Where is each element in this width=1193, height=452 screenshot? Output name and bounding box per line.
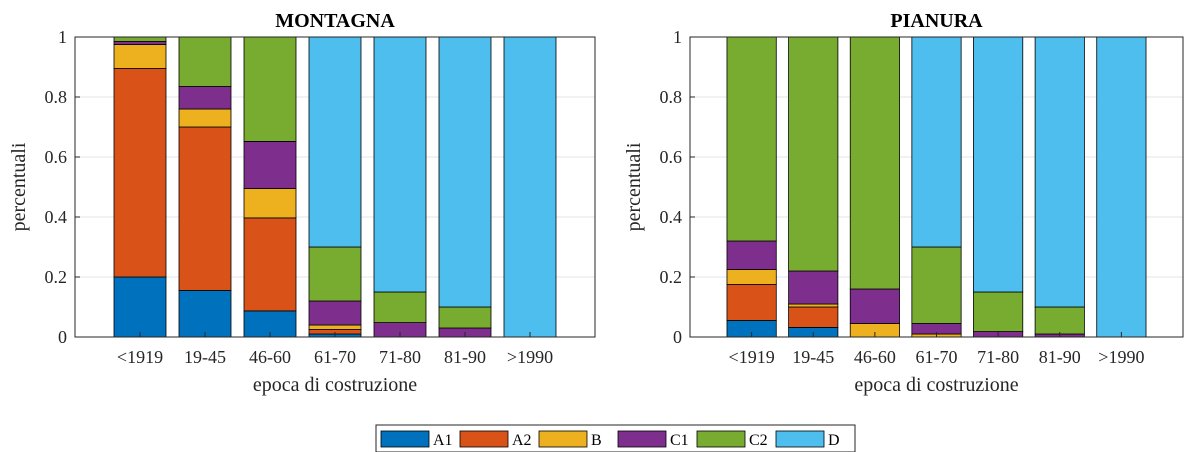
legend-swatch-c2 xyxy=(696,430,746,448)
bar-segment-a2 xyxy=(243,217,297,312)
x-axis-label: epoca di costruzione xyxy=(253,374,417,396)
y-tick-label: 0.6 xyxy=(660,147,683,167)
x-tick-label: 19-45 xyxy=(792,347,834,367)
x-tick-label: 46-60 xyxy=(854,347,896,367)
x-axis-label: epoca di costruzione xyxy=(854,374,1018,396)
x-tick-label: 71-80 xyxy=(379,347,421,367)
legend-label-a1: A1 xyxy=(433,432,453,449)
x-tick-label: 71-80 xyxy=(977,347,1019,367)
bar-segment-c2 xyxy=(243,36,297,142)
x-tick-label: <1919 xyxy=(117,347,163,367)
x-tick-label: 61-70 xyxy=(916,347,958,367)
legend-label-d: D xyxy=(828,432,840,449)
y-tick-label: 0.8 xyxy=(660,87,683,107)
bar-segment-d xyxy=(911,36,962,248)
y-tick-label: 0.4 xyxy=(45,207,68,227)
bar-segment-c1 xyxy=(726,240,777,270)
bar-segment-c2 xyxy=(788,36,839,272)
legend-swatch-b xyxy=(538,430,588,448)
legend-swatch-c1 xyxy=(617,430,667,448)
legend-label-c1: C1 xyxy=(670,432,689,449)
bar-segment-c1 xyxy=(788,270,839,305)
bar-segment-b xyxy=(243,188,297,219)
bar-segment-b xyxy=(178,108,232,128)
bar-segment-c1 xyxy=(308,300,362,326)
bar-segment-a2 xyxy=(726,284,777,321)
y-tick-label: 0.2 xyxy=(660,267,683,287)
y-tick-label: 1 xyxy=(673,27,682,47)
legend: A1 A2 B C1 C2 D xyxy=(375,424,856,452)
bar-segment-c1 xyxy=(243,140,297,189)
legend-label-c2: C2 xyxy=(749,432,768,449)
x-tick-label: 61-70 xyxy=(314,347,356,367)
bar-segment-c2 xyxy=(438,306,492,329)
legend-label-b: B xyxy=(591,432,602,449)
legend-swatch-a1 xyxy=(380,430,430,448)
x-tick-label: 81-90 xyxy=(1039,347,1081,367)
bar-segment-b xyxy=(788,303,839,308)
axes-box xyxy=(689,36,1184,338)
bar-segment-d xyxy=(1034,36,1085,308)
bar-segment-c2 xyxy=(178,36,232,87)
legend-box xyxy=(375,424,856,452)
bar-segment-a2 xyxy=(113,68,167,278)
y-tick-label: 0.8 xyxy=(45,87,68,107)
bar-segment-d xyxy=(373,36,427,293)
x-tick-label: 19-45 xyxy=(184,347,226,367)
bar-segment-c2 xyxy=(849,36,900,290)
x-tick-label: >1990 xyxy=(507,347,553,367)
bar-segment-a2 xyxy=(788,306,839,328)
chart-title: MONTAGNA xyxy=(275,10,395,32)
x-tick-label: >1990 xyxy=(1098,347,1144,367)
bar-segment-d xyxy=(308,36,362,248)
bar-segment-d xyxy=(973,36,1024,293)
y-tick-label: 1 xyxy=(58,27,67,47)
bar-segment-b xyxy=(308,324,362,330)
bar-segment-b xyxy=(726,269,777,285)
bar-segment-c2 xyxy=(911,246,962,324)
legend-swatch-d xyxy=(775,430,825,448)
axes-box xyxy=(74,36,596,338)
y-tick-label: 0 xyxy=(58,327,67,347)
bar-segment-a2 xyxy=(178,126,232,291)
bar-segment-a1 xyxy=(178,290,232,338)
x-tick-label: <1919 xyxy=(729,347,775,367)
y-tick-label: 0 xyxy=(673,327,682,347)
bar-segment-d xyxy=(438,36,492,308)
bar-segment-c2 xyxy=(726,36,777,242)
y-axis-label: percentuali xyxy=(623,142,645,231)
bar-segment-c2 xyxy=(973,291,1024,332)
bar-segment-d xyxy=(503,36,557,338)
chart-pianura: 0 0.2 0.4 0.6 0.8 1 <1919 19-45 46-60 61-70 71-80 8… xyxy=(623,10,1184,396)
x-tick-label: 46-60 xyxy=(249,347,291,367)
bar-segment-a1 xyxy=(113,276,167,338)
bar-segment-c1 xyxy=(849,288,900,324)
bar-segment-b xyxy=(113,44,167,69)
legend-swatch-a2 xyxy=(459,430,509,448)
y-axis-label: percentuali xyxy=(8,142,30,231)
bar-segment-c2 xyxy=(113,36,167,42)
y-tick-label: 0.6 xyxy=(45,147,68,167)
bar-segment-d xyxy=(1096,36,1147,338)
bar-segment-c1 xyxy=(113,41,167,45)
bar-segment-c2 xyxy=(1034,306,1085,335)
bar-segment-c1 xyxy=(178,86,232,110)
y-tick-label: 0.2 xyxy=(45,267,68,287)
chart-title: PIANURA xyxy=(890,10,983,32)
legend-label-a2: A2 xyxy=(512,432,532,449)
bar-segment-c2 xyxy=(308,246,362,302)
x-tick-label: 81-90 xyxy=(444,347,486,367)
bar-segment-c2 xyxy=(373,291,427,324)
chart-montagna: 0 0.2 0.4 0.6 0.8 1 <1919 19-45 46-60 61-70 71-80 8… xyxy=(8,10,596,396)
y-tick-label: 0.4 xyxy=(660,207,683,227)
